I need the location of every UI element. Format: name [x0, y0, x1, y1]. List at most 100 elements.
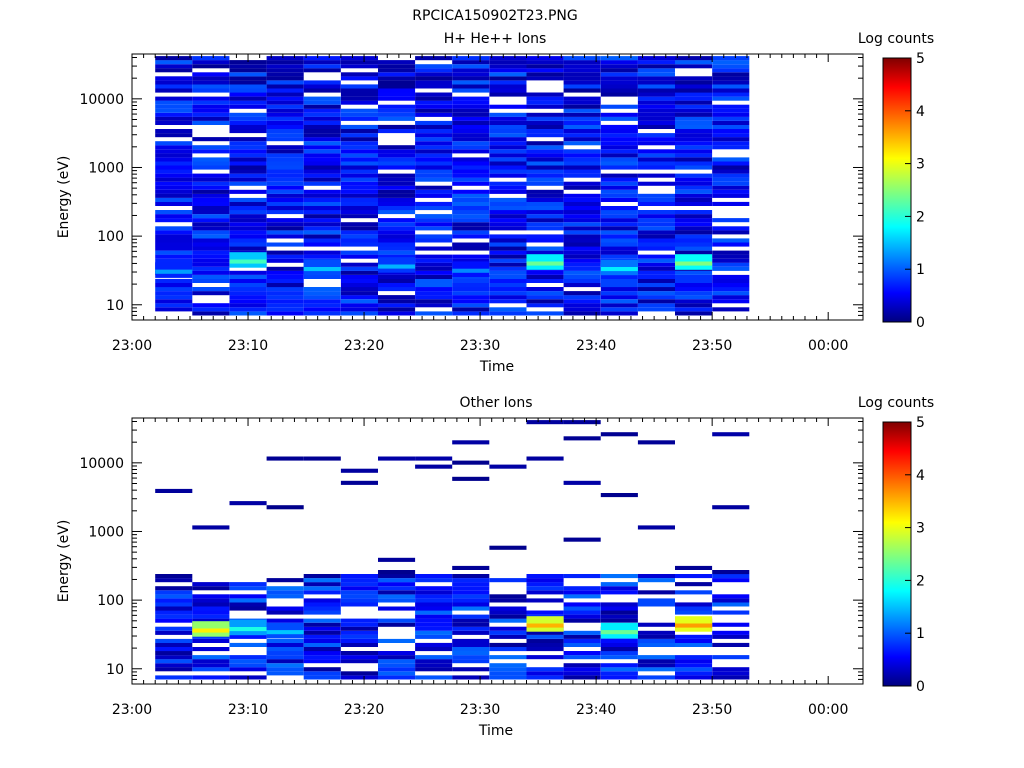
heatmap-cell	[638, 255, 675, 259]
heatmap-cell	[452, 222, 489, 226]
heatmap-cell	[601, 615, 638, 619]
heatmap-cell	[155, 97, 192, 101]
heatmap-cell	[564, 226, 601, 230]
heatmap-cell	[452, 60, 489, 64]
heatmap-cell	[452, 247, 489, 251]
heatmap-cell	[230, 602, 267, 606]
heatmap-cell	[564, 68, 601, 72]
heatmap-cell	[564, 611, 601, 615]
heatmap-cell	[304, 170, 341, 174]
heatmap-cell	[415, 133, 452, 137]
heatmap-cell	[155, 598, 192, 602]
heatmap-cell	[341, 251, 378, 255]
heatmap-cell	[192, 161, 229, 165]
heatmap-cell	[527, 68, 564, 72]
heatmap-cell	[267, 667, 304, 671]
heatmap-cell	[675, 574, 712, 578]
colorbar-tick-label: 4	[916, 104, 925, 120]
heatmap-cell	[638, 295, 675, 299]
heatmap-cell	[230, 113, 267, 117]
heatmap-cell	[675, 121, 712, 125]
heatmap-cell	[341, 255, 378, 259]
heatmap-cell	[638, 247, 675, 251]
heatmap-cell	[155, 295, 192, 299]
heatmap-cell	[267, 283, 304, 287]
heatmap-cell	[341, 311, 378, 315]
heatmap-cell	[267, 275, 304, 279]
x-axis-label: Time	[478, 723, 513, 739]
heatmap-cell	[267, 60, 304, 64]
heatmap-cell	[675, 153, 712, 157]
heatmap-cell	[230, 117, 267, 121]
heatmap-cell	[267, 68, 304, 72]
heatmap-cell	[341, 174, 378, 178]
heatmap-cell	[564, 590, 601, 594]
heatmap-cell	[452, 619, 489, 623]
heatmap-cell	[155, 615, 192, 619]
heatmap-cell	[192, 586, 229, 590]
heatmap-cell	[341, 149, 378, 153]
heatmap-cell	[415, 663, 452, 667]
heatmap-cell	[341, 226, 378, 230]
heatmap-cell	[638, 210, 675, 214]
heatmap-cell	[601, 283, 638, 287]
heatmap-cell	[564, 267, 601, 271]
heatmap-cell	[192, 602, 229, 606]
heatmap-cell	[564, 631, 601, 635]
heatmap-cell	[267, 129, 304, 133]
heatmap-cell	[527, 214, 564, 218]
heatmap-cell	[675, 655, 712, 659]
heatmap-cell	[712, 190, 749, 194]
heatmap-cell	[489, 56, 526, 60]
heatmap-cell	[675, 238, 712, 242]
heatmap-cell	[267, 243, 304, 247]
heatmap-cell	[267, 64, 304, 68]
heatmap-cell	[304, 655, 341, 659]
x-tick-label: 23:50	[692, 702, 732, 718]
heatmap-cell	[155, 174, 192, 178]
heatmap-cell	[675, 311, 712, 315]
heatmap-cell	[452, 303, 489, 307]
heatmap-cell	[675, 89, 712, 93]
heatmap-cell	[638, 283, 675, 287]
heatmap-cell	[452, 121, 489, 125]
heatmap-cell	[155, 594, 192, 598]
heatmap-cell	[712, 76, 749, 80]
heatmap-cell	[527, 598, 564, 602]
heatmap-cell	[341, 295, 378, 299]
heatmap-cell	[564, 671, 601, 675]
heatmap-cell	[489, 311, 526, 315]
heatmap-cell	[155, 157, 192, 161]
heatmap-cell	[452, 190, 489, 194]
heatmap-cell	[675, 643, 712, 647]
heatmap-cell	[675, 251, 712, 255]
heatmap-cell	[638, 667, 675, 671]
heatmap-cell	[378, 279, 415, 283]
heatmap-cell	[378, 307, 415, 311]
heatmap-cell	[638, 121, 675, 125]
heatmap-cell	[155, 145, 192, 149]
heatmap-cell	[564, 117, 601, 121]
heatmap-cell	[638, 440, 675, 444]
heatmap-cell	[452, 607, 489, 611]
heatmap-cell	[192, 72, 229, 76]
heatmap-cell	[415, 93, 452, 97]
heatmap-cell	[675, 93, 712, 97]
heatmap-cell	[489, 675, 526, 679]
x-tick-label: 23:10	[228, 338, 268, 354]
heatmap-cell	[415, 105, 452, 109]
heatmap-cell	[341, 133, 378, 137]
colorbar-tick-label: 3	[916, 157, 925, 173]
heatmap-cell	[267, 101, 304, 105]
heatmap-cell	[489, 578, 526, 582]
heatmap-cell	[341, 574, 378, 578]
heatmap-cell	[601, 226, 638, 230]
heatmap-cell	[192, 275, 229, 279]
heatmap-cell	[341, 198, 378, 202]
heatmap-cell	[601, 60, 638, 64]
heatmap-cell	[712, 89, 749, 93]
heatmap-cell	[675, 194, 712, 198]
heatmap-cell	[601, 243, 638, 247]
heatmap-cell	[267, 655, 304, 659]
heatmap-cell	[452, 279, 489, 283]
